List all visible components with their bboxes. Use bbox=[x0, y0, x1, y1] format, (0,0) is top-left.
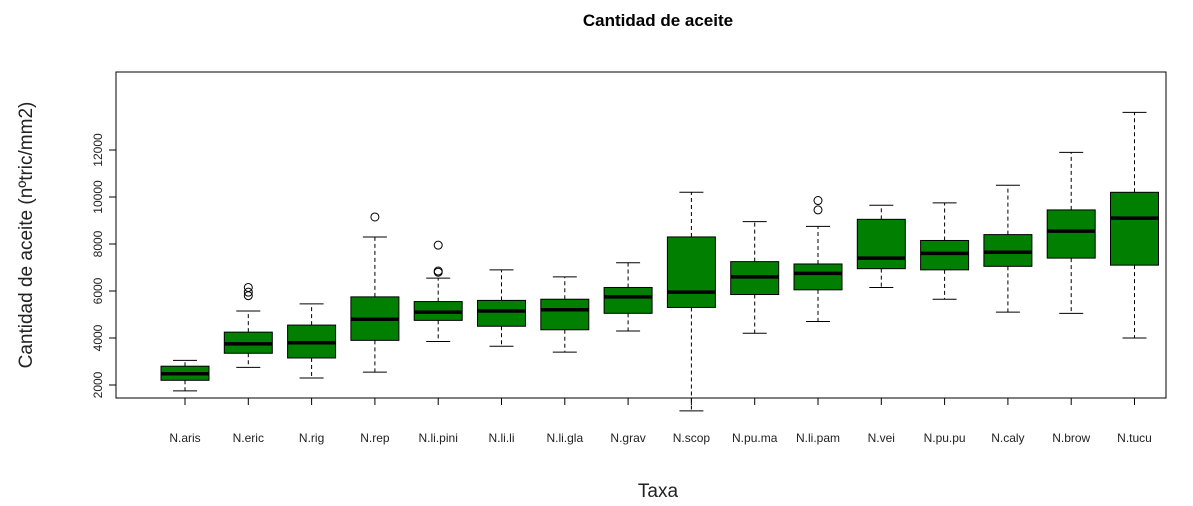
box-N.li.pini bbox=[413, 240, 463, 343]
y-tick-label: 12000 bbox=[91, 133, 105, 167]
y-tick-label: 4000 bbox=[91, 324, 105, 351]
iqr-box bbox=[793, 263, 843, 291]
outlier-point bbox=[243, 282, 253, 292]
y-tick-label: 10000 bbox=[91, 180, 105, 214]
box-N.li.pam bbox=[793, 196, 843, 323]
outlier-point bbox=[813, 196, 823, 206]
x-tick-label: N.grav bbox=[610, 431, 645, 445]
box-N.caly bbox=[983, 184, 1033, 313]
box-N.rig bbox=[287, 303, 337, 379]
box-N.grav bbox=[603, 262, 653, 332]
x-tick-label: N.eric bbox=[233, 431, 264, 445]
x-axis-label: Taxa bbox=[638, 481, 679, 502]
iqr-box bbox=[920, 239, 970, 271]
box-N.scop bbox=[666, 191, 716, 412]
x-tick-label: N.li.pini bbox=[419, 431, 458, 445]
y-tick-label: 8000 bbox=[91, 230, 105, 257]
box-N.pu.ma bbox=[730, 221, 780, 334]
y-tick-label: 2000 bbox=[91, 371, 105, 398]
x-tick-label: N.caly bbox=[991, 431, 1024, 445]
x-tick-label: N.pu.ma bbox=[732, 431, 778, 445]
iqr-box bbox=[603, 286, 653, 314]
x-tick-label: N.rig bbox=[299, 431, 324, 445]
x-tick-label: N.li.gla bbox=[546, 431, 583, 445]
x-tick-label: N.scop bbox=[673, 431, 711, 445]
box-N.aris bbox=[160, 359, 210, 392]
y-tick-label: 6000 bbox=[91, 277, 105, 304]
box-N.eric bbox=[223, 282, 273, 368]
x-tick-label: N.aris bbox=[169, 431, 200, 445]
outlier-point bbox=[433, 266, 443, 276]
box-N.brow bbox=[1046, 151, 1096, 314]
outlier-point bbox=[243, 287, 253, 297]
x-tick-label: N.vei bbox=[868, 431, 895, 445]
box-N.rep bbox=[350, 212, 400, 373]
box-N.li.gla bbox=[540, 276, 590, 353]
x-tick-label: N.brow bbox=[1052, 431, 1090, 445]
chart-title: Cantidad de aceite bbox=[583, 11, 733, 30]
iqr-box bbox=[1110, 191, 1159, 266]
outlier-point bbox=[813, 205, 823, 215]
x-tick-label: N.pu.pu bbox=[924, 431, 966, 445]
y-axis-label: Cantidad de aceite (nºtric/mm2) bbox=[16, 102, 37, 369]
box-N.li.li bbox=[477, 269, 526, 347]
y-axis: 2000 4000 6000 8000 10000 12000 bbox=[91, 133, 117, 398]
box-N.tucu bbox=[1110, 111, 1159, 339]
iqr-box bbox=[856, 218, 906, 270]
x-tick-label: N.rep bbox=[360, 431, 390, 445]
box-N.pu.pu bbox=[920, 202, 970, 300]
x-tick-label: N.tucu bbox=[1117, 431, 1152, 445]
iqr-box bbox=[1046, 209, 1096, 259]
box-N.vei bbox=[856, 204, 906, 288]
iqr-box bbox=[477, 299, 526, 327]
x-axis: N.aris N.eric N.rig N.rep N.li.pini N.li.li N.… bbox=[169, 397, 1152, 445]
outlier-point bbox=[433, 240, 443, 250]
boxes-group bbox=[160, 111, 1159, 412]
x-tick-label: N.li.li bbox=[489, 431, 515, 445]
outlier-point bbox=[370, 212, 380, 222]
iqr-box bbox=[666, 236, 716, 308]
iqr-box bbox=[540, 298, 590, 331]
x-tick-label: N.li.pam bbox=[796, 431, 840, 445]
iqr-box bbox=[983, 234, 1033, 267]
